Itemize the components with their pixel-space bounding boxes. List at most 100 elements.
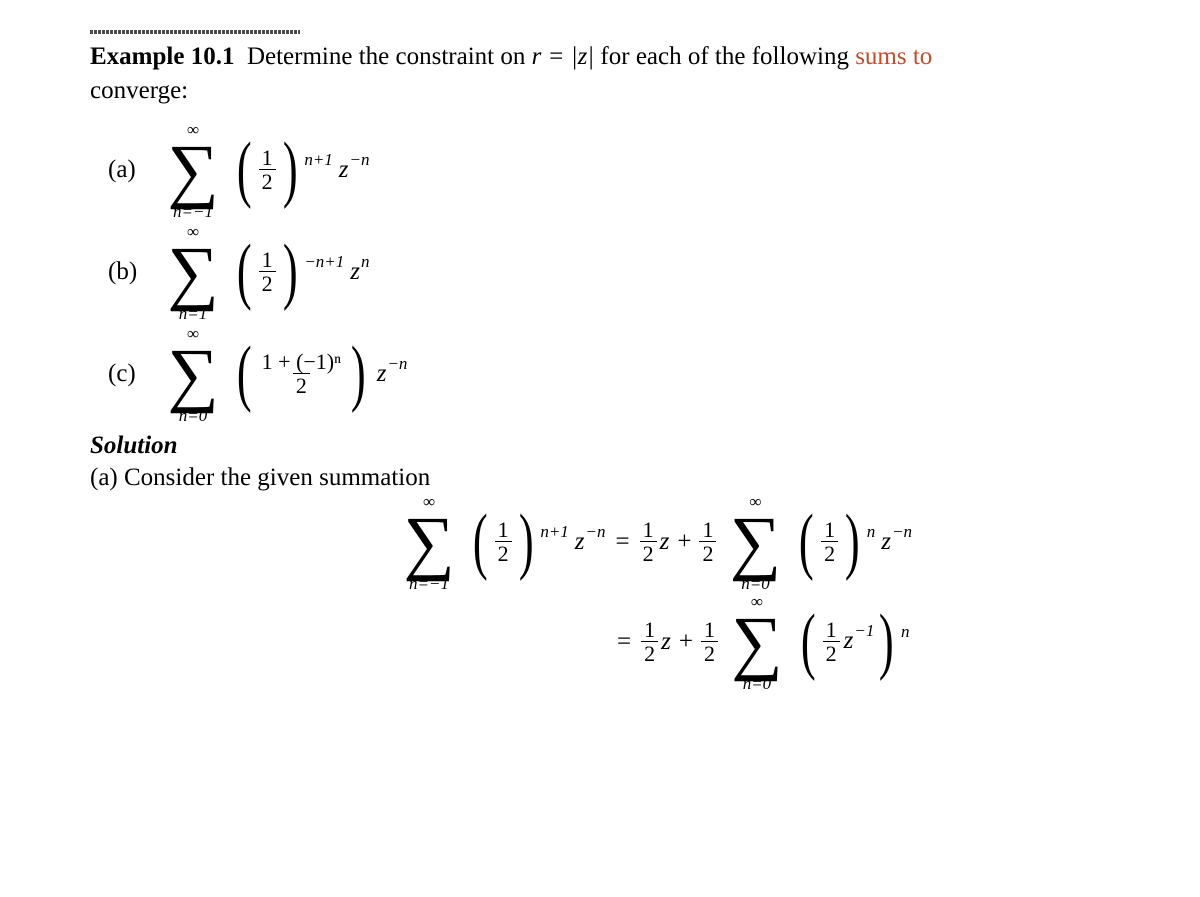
item-a-num: 1 (259, 146, 276, 169)
prompt-math: r = |z| (532, 43, 595, 70)
prompt-line2: converge: (90, 77, 188, 104)
rhs2-iz: z (844, 627, 854, 655)
lhs-zexp: −n (586, 522, 606, 542)
sigma-icon: ∑ (731, 606, 782, 678)
rhs1-t1-z: z (660, 528, 670, 556)
rparen-icon: ) (879, 616, 894, 668)
item-c-den: 2 (293, 373, 310, 397)
lparen-icon: ( (237, 246, 252, 298)
equals-2: = (617, 628, 631, 656)
item-b-zexp: n (361, 252, 370, 272)
item-a-z: z (339, 156, 349, 184)
equals-1: = (616, 528, 630, 556)
rhs2-iden: 2 (823, 641, 840, 665)
item-c-label: (c) (108, 360, 154, 388)
item-a-lower: n=−1 (154, 202, 232, 222)
page: Example 10.1 Determine the constraint on… (0, 0, 1200, 692)
rhs1-t1-num: 1 (640, 518, 657, 541)
solution-a-intro: (a) Consider the given summation (90, 464, 1110, 492)
rparen-icon: ) (283, 246, 298, 298)
rparen-icon: ) (351, 348, 366, 400)
sigma-icon: ∑ (730, 506, 781, 578)
rhs2-t1-z: z (661, 628, 671, 656)
rhs2-paren: ( 1 2 z −1 ) n (796, 616, 910, 668)
item-a-zexp: −n (350, 150, 370, 170)
example-prompt: Example 10.1 Determine the constraint on… (90, 40, 1110, 108)
item-b-num: 1 (259, 248, 276, 271)
item-a-den: 2 (259, 169, 276, 193)
lparen-icon: ( (799, 516, 814, 568)
rhs1-power: n (867, 522, 876, 542)
lparen-icon: ( (801, 616, 816, 668)
item-b-den: 2 (259, 271, 276, 295)
rhs2-half1: 1 2 (641, 618, 658, 665)
lhs-z: z (575, 528, 585, 556)
rhs2-t2-num: 1 (701, 618, 718, 641)
item-c-paren: ( 1 + (−1)ⁿ 2 ) (232, 348, 371, 400)
lhs-power: n+1 (540, 522, 568, 542)
rparen-icon: ) (283, 144, 298, 196)
example-label: Example 10.1 (90, 43, 234, 70)
item-c-num: 1 + (−1)ⁿ (259, 350, 344, 373)
lhs-den: 2 (495, 541, 512, 565)
item-a-upper: ∞ (154, 120, 232, 140)
sigma-icon: ∑ (167, 236, 218, 308)
lhs-frac: 1 2 (495, 518, 512, 565)
rhs1-sigma: ∞ ∑ n=0 (716, 494, 794, 590)
rhs2-half2: 1 2 (701, 618, 718, 665)
item-c-zexp: −n (387, 354, 407, 374)
lhs-tail: z −n (575, 528, 606, 556)
item-a-power: n+1 (304, 150, 332, 170)
rhs1-t2-num: 1 (699, 518, 716, 541)
item-c: (c) ∞ ∑ n=0 ( 1 + (−1)ⁿ 2 ) z −n (108, 326, 1110, 422)
solution-equations: ∞ ∑ n=−1 ( 1 2 ) n+1 z −n = 1 2 (390, 492, 1110, 692)
eq-line-2: = 1 2 z + 1 2 ∞ ∑ n=0 ( 1 2 (607, 592, 1110, 692)
item-c-lower: n=0 (154, 406, 232, 426)
item-c-tail: z −n (377, 360, 408, 388)
item-b-lower: n=1 (154, 304, 232, 324)
rhs1-t2-den: 2 (699, 541, 716, 565)
prompt-text-2: for each of the following (594, 43, 855, 70)
rhs1-z: z (881, 528, 891, 556)
item-b-power: −n+1 (304, 252, 344, 272)
rhs1-half1: 1 2 (640, 518, 657, 565)
rhs1-tail: z −n (881, 528, 912, 556)
item-a: (a) ∞ ∑ n=−1 ( 1 2 ) n+1 z −n (108, 122, 1110, 218)
item-a-paren: ( 1 2 ) n+1 (232, 144, 333, 196)
item-b-frac: 1 2 (259, 248, 276, 295)
rparen-icon: ) (519, 516, 534, 568)
lhs-upper: ∞ (390, 492, 468, 512)
rhs1-zexp: −n (892, 522, 912, 542)
rhs2-inum: 1 (823, 618, 840, 641)
prompt-text-1: Determine the constraint on (247, 43, 532, 70)
rhs2-plus: + (679, 628, 693, 656)
rhs1-plus: + (677, 528, 691, 556)
rhs1-fden: 2 (821, 541, 838, 565)
item-c-sigma: ∞ ∑ n=0 (154, 326, 232, 422)
rhs2-izexp: −1 (854, 621, 874, 641)
item-b-paren: ( 1 2 ) −n+1 (232, 246, 344, 298)
item-a-frac: 1 2 (259, 146, 276, 193)
rhs1-frac: 1 2 (821, 518, 838, 565)
rhs1-t1-den: 2 (640, 541, 657, 565)
sigma-icon: ∑ (403, 506, 454, 578)
rhs1-half2: 1 2 (699, 518, 716, 565)
item-b-sigma: ∞ ∑ n=1 (154, 224, 232, 320)
item-c-upper: ∞ (154, 324, 232, 344)
rhs2-t1-den: 2 (641, 641, 658, 665)
item-b-tail: z n (350, 258, 369, 286)
rhs1-fnum: 1 (821, 518, 838, 541)
item-a-sigma: ∞ ∑ n=−1 (154, 122, 232, 218)
rhs1-upper: ∞ (716, 492, 794, 512)
item-c-z: z (377, 360, 387, 388)
solution-heading: Solution (90, 432, 1110, 460)
lhs-paren: ( 1 2 ) n+1 (468, 516, 569, 568)
rhs1-lower: n=0 (716, 574, 794, 594)
top-rule (90, 30, 300, 34)
item-a-tail: z −n (339, 156, 370, 184)
rhs2-upper: ∞ (718, 592, 796, 612)
rhs2-t1-num: 1 (641, 618, 658, 641)
prompt-trailing: sums to (855, 43, 932, 70)
rhs2-power: n (901, 622, 910, 642)
rhs2-t2-den: 2 (701, 641, 718, 665)
